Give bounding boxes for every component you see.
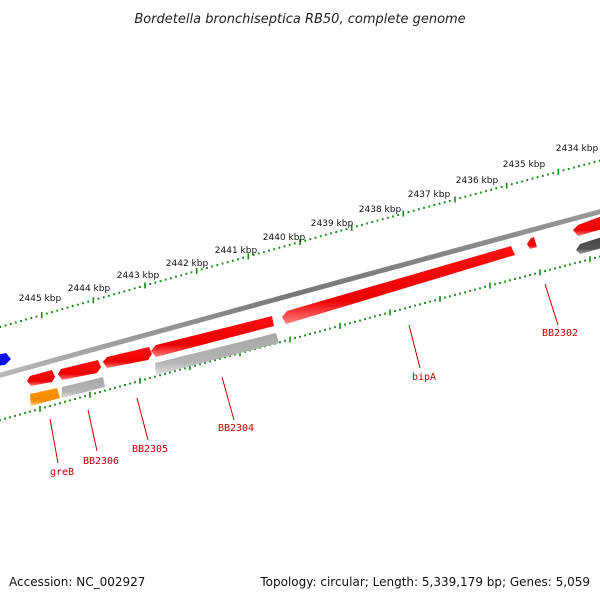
inner-tick-ruler (0, 255, 600, 422)
gene-labels: greB BB2306 BB2305 BB2304 bipA BB2302 (49, 283, 578, 478)
gene-arrow[interactable] (62, 377, 105, 398)
gene-label[interactable]: BB2302 (542, 328, 578, 339)
gene-label[interactable]: bipA (412, 372, 436, 383)
gene-arrow-bipA[interactable] (282, 246, 515, 324)
gene-label[interactable]: BB2305 (132, 444, 168, 455)
tick-labels: 2434 kbp 2435 kbp 2436 kbp 2437 kbp 2438 kbp… (19, 144, 599, 304)
gene-leader-line (408, 324, 421, 369)
gene-leader-line (87, 409, 98, 452)
genome-stats-text: Topology: circular; Length: 5,339,179 bp… (259, 575, 590, 589)
tick-label: 2445 kbp (19, 294, 62, 304)
gene-track (0, 216, 600, 406)
gene-arrow-small[interactable] (527, 237, 537, 249)
tick-label: 2440 kbp (263, 233, 306, 243)
tick-label: 2443 kbp (117, 271, 160, 281)
gene-blue[interactable] (0, 353, 11, 366)
tick-label: 2437 kbp (408, 190, 451, 200)
gene-label[interactable]: BB2304 (218, 423, 254, 434)
tick-label: 2434 kbp (556, 144, 599, 154)
outer-tick-ruler (0, 159, 600, 328)
gene-arrow[interactable] (151, 316, 274, 357)
gene-arrow[interactable] (27, 370, 55, 386)
gene-arrow[interactable] (103, 347, 152, 368)
tick-label: 2439 kbp (311, 219, 354, 229)
gene-label[interactable]: greB (50, 467, 74, 478)
gene-arrow[interactable] (576, 237, 600, 254)
tick-label: 2441 kbp (215, 246, 258, 256)
gene-arrow[interactable] (155, 333, 279, 375)
map-title: Bordetella bronchiseptica RB50, complete… (134, 12, 465, 27)
gene-leader-line (136, 397, 149, 441)
tick-label: 2438 kbp (359, 205, 402, 215)
gene-arrow[interactable] (58, 360, 101, 380)
gene-label[interactable]: BB2306 (83, 456, 119, 467)
gene-leader-line (544, 283, 559, 326)
tick-label: 2442 kbp (166, 259, 209, 269)
accession-text: Accession: NC_002927 (9, 575, 145, 589)
gene-leader-line (49, 418, 59, 464)
tick-label: 2436 kbp (456, 176, 499, 186)
tick-label: 2435 kbp (503, 160, 546, 170)
gene-arrow-greB[interactable] (30, 388, 60, 406)
genome-backbone (0, 209, 600, 378)
tick-label: 2444 kbp (68, 284, 111, 294)
gene-leader-line (221, 376, 235, 421)
gene-arrow[interactable] (573, 216, 600, 236)
